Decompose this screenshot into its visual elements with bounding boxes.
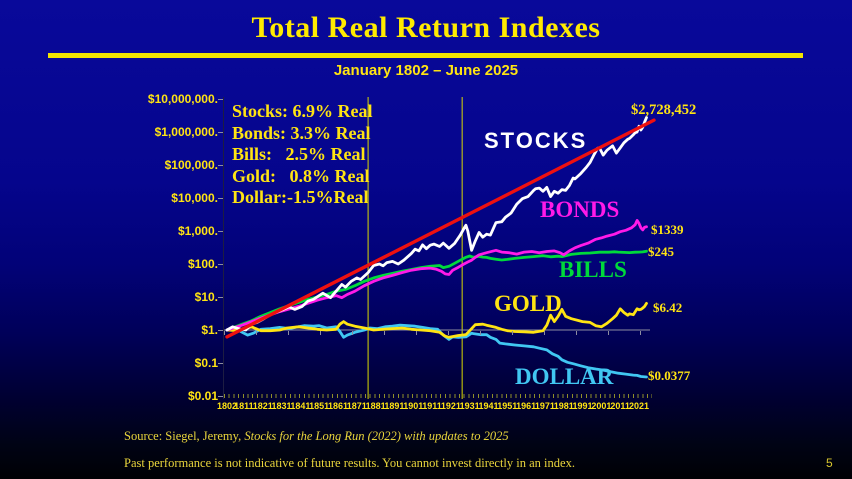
- series-line-stocks: [225, 116, 648, 332]
- end-value-gold: $6.42: [653, 300, 683, 315]
- y-tick-label: $10.: [194, 290, 218, 304]
- y-tick-mark: [218, 132, 223, 133]
- x-tick-label: 1951: [497, 401, 518, 411]
- end-value-bills: $245: [648, 244, 674, 259]
- end-value-stocks: $2,728,452: [631, 102, 697, 118]
- subtitle-date-range: January 1802 – June 2025: [333, 62, 519, 79]
- x-tick-label: 1931: [459, 401, 480, 411]
- y-tick-label: $0.1: [194, 356, 218, 370]
- legend-line-gold: Gold: 0.8% Real: [232, 165, 370, 186]
- y-tick-label: $10,000.: [171, 191, 218, 205]
- returns-legend: Stocks: 6.9% Real Bonds: 3.3% Real Bills…: [232, 101, 373, 209]
- y-tick-label: $0.01: [187, 389, 218, 403]
- x-tick-label: 1991: [572, 401, 593, 411]
- y-tick-mark: [218, 363, 223, 364]
- page-title: Total Real Return Indexes: [251, 11, 601, 44]
- x-tick-label: 2021: [628, 401, 649, 411]
- y-tick-mark: [218, 396, 223, 397]
- series-label-stocks: STOCKS: [484, 128, 588, 153]
- x-tick-label: 1831: [271, 401, 292, 411]
- end-value-bonds: $1339: [651, 222, 684, 237]
- y-tick-mark: [218, 297, 223, 298]
- y-tick-mark: [218, 165, 223, 166]
- series-line-gold: [225, 301, 648, 339]
- legend-line-bills: Bills: 2.5% Real: [232, 144, 366, 164]
- x-tick-label: 1811: [234, 401, 254, 411]
- y-tick-mark: [218, 231, 223, 232]
- x-tick-label: 1861: [327, 401, 348, 411]
- one-dollar-line-ticks: [224, 331, 650, 335]
- series-label-dollar: DOLLAR: [515, 364, 614, 389]
- legend-line-stocks: Stocks: 6.9% Real: [232, 101, 373, 121]
- x-tick-label: 1802: [216, 401, 238, 411]
- y-tick-mark: [218, 330, 223, 331]
- title-underline: [48, 53, 803, 58]
- y-axis-line: [223, 97, 224, 399]
- source-book-title: Stocks for the Long Run (2022) with upda…: [244, 429, 509, 443]
- page-number: 5: [826, 456, 833, 470]
- x-tick-label: 1961: [516, 401, 537, 411]
- x-tick-label: 1921: [440, 401, 461, 411]
- y-tick-label: $100,000.: [164, 158, 218, 172]
- y-tick-label: $1,000,000.: [154, 125, 218, 139]
- x-tick-label: 1981: [553, 401, 574, 411]
- series-label-bonds: BONDS: [540, 197, 620, 222]
- x-tick-label: 1941: [478, 401, 499, 411]
- x-tick-label: 1871: [346, 401, 367, 411]
- x-tick-label: 1901: [403, 401, 424, 411]
- y-tick-label: $1,000.: [177, 224, 218, 238]
- x-tick-label: 1881: [365, 401, 386, 411]
- x-tick-label: 2011: [610, 401, 630, 411]
- legend-line-bonds: Bonds: 3.3% Real: [232, 122, 371, 143]
- x-tick-label: 1841: [290, 401, 311, 411]
- legend-line-dollar: Dollar:-1.5%Real: [232, 187, 369, 207]
- y-tick-mark: [218, 264, 223, 265]
- end-value-dollar: $0.0377: [648, 368, 691, 383]
- y-tick-mark: [218, 99, 223, 100]
- series-line-bonds: [225, 218, 648, 332]
- x-tick-label: 1821: [252, 401, 273, 411]
- source-note: Source: Siegel, Jeremy, Stocks for the L…: [124, 429, 509, 444]
- x-tick-label: 2001: [591, 401, 612, 411]
- series-line-stocks-trend-yr-: [225, 118, 656, 339]
- y-tick-mark: [218, 198, 223, 199]
- series-label-bills: BILLS: [559, 257, 627, 282]
- x-axis-minor-ticks: [224, 394, 652, 398]
- x-tick-label: 1851: [309, 401, 330, 411]
- y-tick-label: $100.: [187, 257, 218, 271]
- y-tick-label: $10,000,000.: [147, 92, 218, 106]
- x-tick-label: 1891: [384, 401, 405, 411]
- source-prefix: Source: Siegel, Jeremy,: [124, 429, 245, 443]
- disclaimer: Past performance is not indicative of fu…: [124, 456, 575, 470]
- y-tick-label: $1.: [201, 323, 218, 337]
- x-tick-label: 1971: [534, 401, 555, 411]
- series-label-gold: GOLD: [494, 291, 562, 316]
- x-tick-label: 1911: [422, 401, 442, 411]
